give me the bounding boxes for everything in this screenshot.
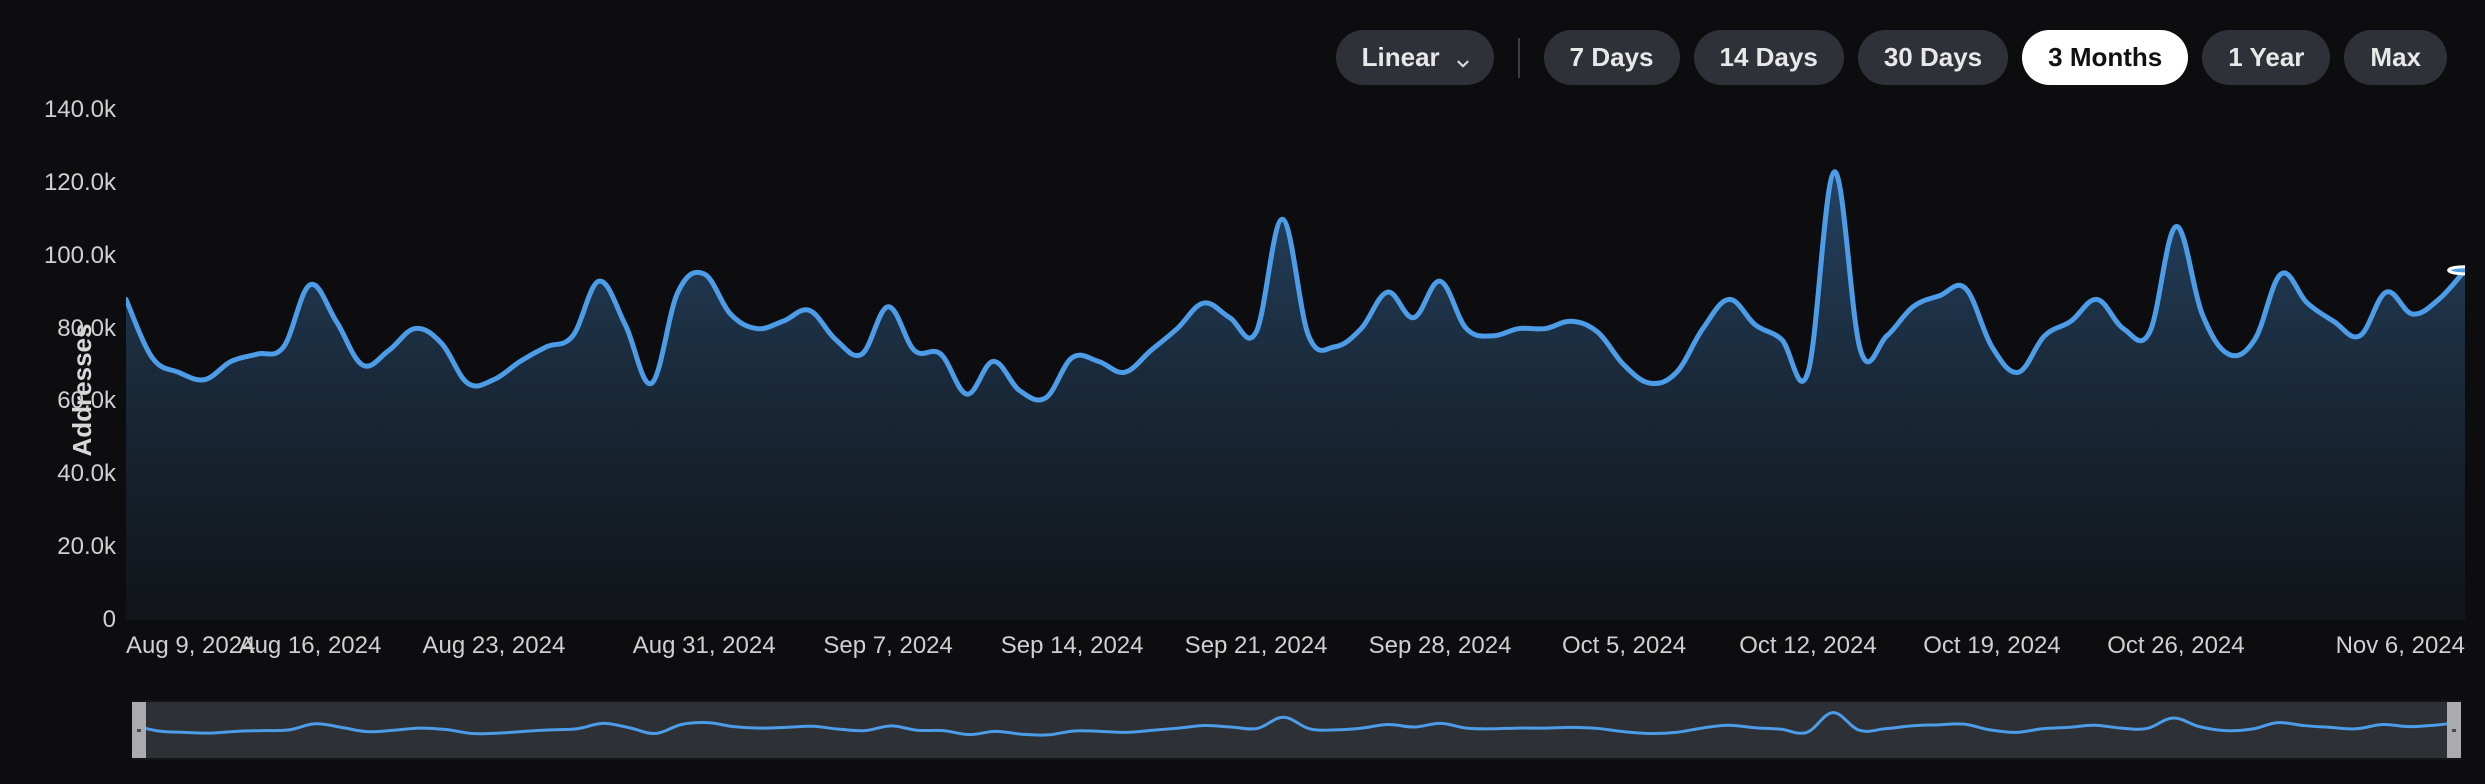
range-pill-label: 3 Months (2048, 42, 2162, 72)
x-tick: Sep 21, 2024 (1185, 632, 1328, 660)
x-axis-ticks: Aug 9, 2024Aug 16, 2024 Aug 23, 2024 Aug 3… (126, 626, 2465, 670)
chart-panel: Linear 7 Days 14 Days 30 Days 3 Months 1 Yea… (0, 0, 2485, 784)
x-tick: Oct 12, 2024 (1739, 632, 1876, 660)
plot-region (126, 110, 2465, 620)
range-pill-max[interactable]: Max (2344, 30, 2447, 85)
chevron-down-icon (1454, 49, 1472, 67)
y-tick: 40.0k (57, 460, 116, 488)
range-pill-label: 14 Days (1720, 42, 1818, 72)
scale-select-label: Linear (1362, 42, 1440, 73)
scale-select[interactable]: Linear (1336, 30, 1494, 85)
minimap-handle-left[interactable] (132, 702, 146, 758)
controls-divider (1518, 38, 1520, 78)
range-pill-7-days[interactable]: 7 Days (1544, 30, 1680, 85)
y-tick: 0 (103, 606, 116, 634)
x-tick: Sep 14, 2024 (1001, 632, 1144, 660)
x-tick: Aug 31, 2024 (633, 632, 776, 660)
x-tick: Oct 5, 2024 (1562, 632, 1686, 660)
range-pill-3-months[interactable]: 3 Months (2022, 30, 2188, 85)
range-pill-1-year[interactable]: 1 Year (2202, 30, 2330, 85)
chart-controls: Linear 7 Days 14 Days 30 Days 3 Months 1 Yea… (1336, 30, 2447, 85)
end-marker (2449, 267, 2465, 274)
y-axis-ticks: 020.0k40.0k60.0k80.0k100.0k120.0k140.0k (20, 110, 126, 620)
x-tick: Aug 23, 2024 (423, 632, 566, 660)
x-tick: Aug 16, 2024 (239, 632, 382, 660)
area-chart-svg (126, 110, 2465, 620)
y-tick: 20.0k (57, 533, 116, 561)
range-pill-label: Max (2370, 42, 2421, 72)
y-tick: 120.0k (44, 169, 116, 197)
x-tick: Aug 9, 2024 (126, 632, 255, 660)
y-tick: 60.0k (57, 387, 116, 415)
chart-area: Addresses 020.0k40.0k60.0k80.0k100.0k120… (20, 110, 2465, 670)
minimap-line (132, 713, 2461, 736)
x-tick: Oct 19, 2024 (1923, 632, 2060, 660)
x-tick: Sep 7, 2024 (823, 632, 952, 660)
minimap-handle-right[interactable] (2447, 702, 2461, 758)
range-pill-14-days[interactable]: 14 Days (1694, 30, 1844, 85)
range-pill-label: 7 Days (1570, 42, 1654, 72)
range-pill-label: 30 Days (1884, 42, 1982, 72)
range-pill-30-days[interactable]: 30 Days (1858, 30, 2008, 85)
x-tick: Sep 28, 2024 (1369, 632, 1512, 660)
minimap-svg (132, 702, 2461, 758)
y-tick: 140.0k (44, 96, 116, 124)
x-tick: Nov 6, 2024 (2336, 632, 2465, 660)
minimap[interactable] (132, 700, 2461, 760)
y-tick: 80.0k (57, 315, 116, 343)
x-tick: Oct 26, 2024 (2107, 632, 2244, 660)
area-fill (126, 172, 2465, 620)
time-range-group: 7 Days 14 Days 30 Days 3 Months 1 Year Max (1544, 30, 2447, 85)
y-tick: 100.0k (44, 242, 116, 270)
range-pill-label: 1 Year (2228, 42, 2304, 72)
